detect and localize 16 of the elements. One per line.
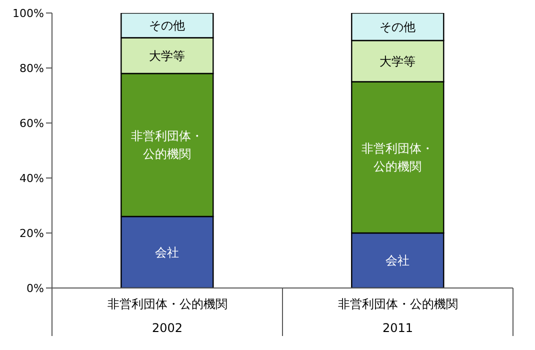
- text: 非営利団体・公的機関: [362, 142, 434, 174]
- y-tick-label: 60%: [20, 116, 44, 130]
- series-label: 会社: [386, 254, 410, 268]
- y-tick-label: 20%: [20, 226, 44, 240]
- y-tick-label: 100%: [12, 6, 44, 20]
- series-label: 大学等: [149, 48, 186, 63]
- text: 大学等: [380, 54, 416, 68]
- x-tick-label: 非営利団体・公的機関 2002: [107, 297, 228, 336]
- series-label: 非営利団体・公的機関: [131, 129, 204, 162]
- text: 会社: [155, 245, 180, 260]
- text: その他: [380, 20, 416, 34]
- y-tick-label: 40%: [20, 172, 44, 185]
- series-label: その他: [149, 18, 186, 33]
- y-tick-label: 0%: [26, 282, 44, 295]
- x-tick-label: 非営利団体・公的機関 2011: [338, 297, 458, 336]
- y-tick-label: 80%: [20, 62, 44, 75]
